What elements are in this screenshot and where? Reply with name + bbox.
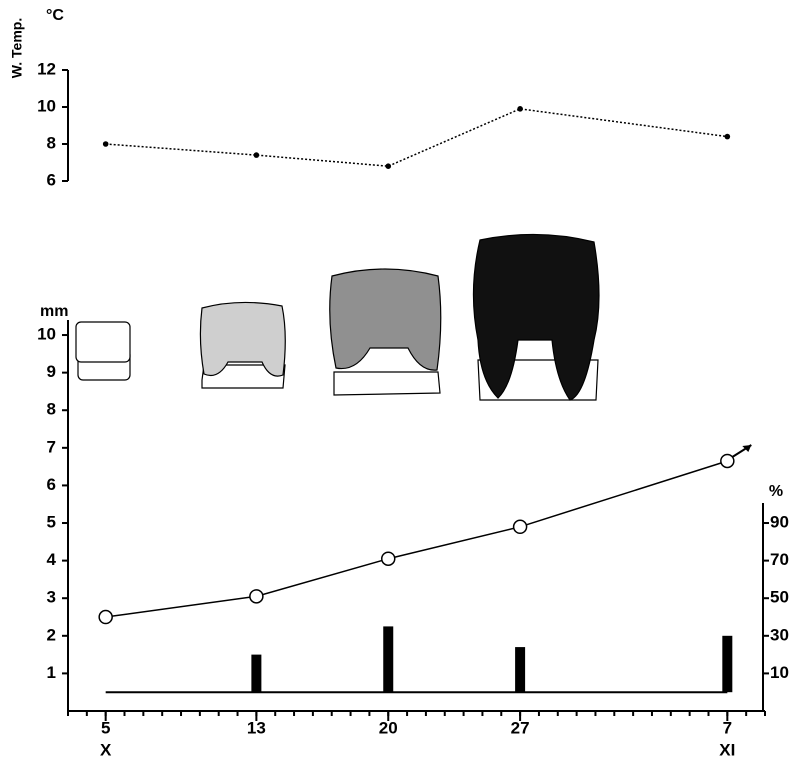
y-tick-label: 2: [47, 625, 56, 644]
growth-point: [249, 589, 264, 604]
y-tick-label: 12: [37, 59, 56, 78]
y-tick-label: 5: [47, 513, 56, 532]
bar: [383, 626, 394, 693]
temperature-line: [105, 108, 728, 167]
y-label: W. Temp.: [9, 18, 25, 78]
x-tick-label: 27: [511, 718, 530, 737]
x-month-label: X: [100, 740, 112, 759]
shell-drawing: [329, 268, 442, 371]
y-tick-label: 1: [47, 663, 56, 682]
temperature-point: [253, 152, 260, 158]
bar: [722, 635, 733, 693]
growth-point: [720, 453, 735, 469]
x-tick-label: 5: [101, 718, 110, 737]
y-tick-label: 10: [37, 96, 56, 115]
y-tick-label: 6: [47, 475, 56, 494]
growth-line: [105, 460, 728, 618]
y-tick-label: 7: [47, 437, 56, 456]
bar: [251, 654, 262, 693]
y-tick-label: 3: [47, 588, 56, 607]
shell-drawing: [199, 301, 286, 377]
y-tick-label: 4: [47, 550, 57, 569]
unit-label: °C: [46, 7, 64, 24]
y2-tick-label: 10: [770, 663, 789, 682]
x-month-label: XI: [719, 740, 735, 759]
trend-arrowhead: [742, 444, 752, 452]
y-tick-label: 8: [47, 400, 56, 419]
y2-label: %: [769, 483, 783, 500]
temperature-point: [517, 106, 523, 112]
y2-tick-label: 90: [770, 513, 789, 532]
y-tick-label: 8: [47, 133, 56, 152]
y-tick-label: 9: [47, 362, 56, 381]
y2-tick-label: 50: [770, 588, 789, 607]
illustrations: [75, 233, 600, 401]
growth-point: [512, 519, 528, 535]
temperature-point: [724, 133, 731, 140]
x-tick-label: 7: [723, 718, 732, 737]
x-tick-label: 13: [247, 718, 266, 737]
shell-drawing: [333, 371, 441, 396]
x-tick-label: 20: [379, 718, 398, 737]
temperature-point: [385, 163, 392, 169]
bar: [515, 647, 526, 693]
y2-tick-label: 70: [770, 550, 789, 569]
y-tick-label: 6: [47, 170, 56, 189]
y2-tick-label: 30: [770, 625, 789, 644]
y-tick-label: 10: [37, 325, 56, 344]
shell-drawing: [472, 233, 600, 401]
growth-point: [98, 609, 113, 625]
shell-drawing: [75, 321, 131, 363]
temperature-point: [102, 141, 109, 147]
y-label: mm: [40, 303, 68, 320]
growth-point: [380, 551, 396, 566]
